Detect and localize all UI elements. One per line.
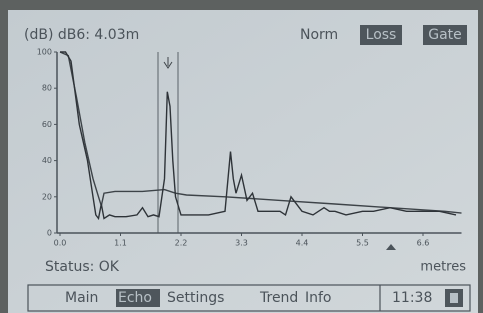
menu-item[interactable]: Info: [305, 290, 332, 306]
clock: 11:38: [392, 290, 432, 306]
loss-button[interactable]: Loss: [366, 27, 397, 43]
menu-item[interactable]: Main: [65, 290, 98, 306]
x-tick-label: 0.0: [54, 239, 67, 248]
y-tick-label: 40: [42, 156, 52, 165]
y-tick-label: 0: [47, 229, 52, 238]
x-tick-label: 6.6: [417, 239, 430, 248]
x-tick-label: 1.1: [114, 239, 127, 248]
y-tick-label: 80: [42, 84, 52, 93]
x-tick-label: 5.5: [356, 239, 369, 248]
battery-icon-inner: [450, 293, 458, 303]
y-tick-label: 60: [42, 120, 52, 129]
x-tick-label: 4.4: [296, 239, 309, 248]
y-tick-label: 100: [37, 48, 52, 57]
mode: Norm: [300, 27, 338, 43]
x-axis-label: metres: [420, 260, 466, 275]
status: Status: OK: [45, 259, 120, 275]
menu-item[interactable]: Trend: [259, 290, 298, 306]
device-screen: (dB) dB6: 4.03m Norm Loss Gate 0 20 40 60 80…: [0, 0, 483, 313]
menu-item[interactable]: Settings: [167, 290, 224, 306]
readout: (dB) dB6: 4.03m: [24, 27, 139, 43]
x-tick-label: 3.3: [235, 239, 248, 248]
x-tick-label: 2.2: [175, 239, 188, 248]
y-tick-label: 20: [42, 192, 52, 201]
gate-button[interactable]: Gate: [428, 27, 462, 43]
menu-item[interactable]: Echo: [118, 290, 152, 306]
